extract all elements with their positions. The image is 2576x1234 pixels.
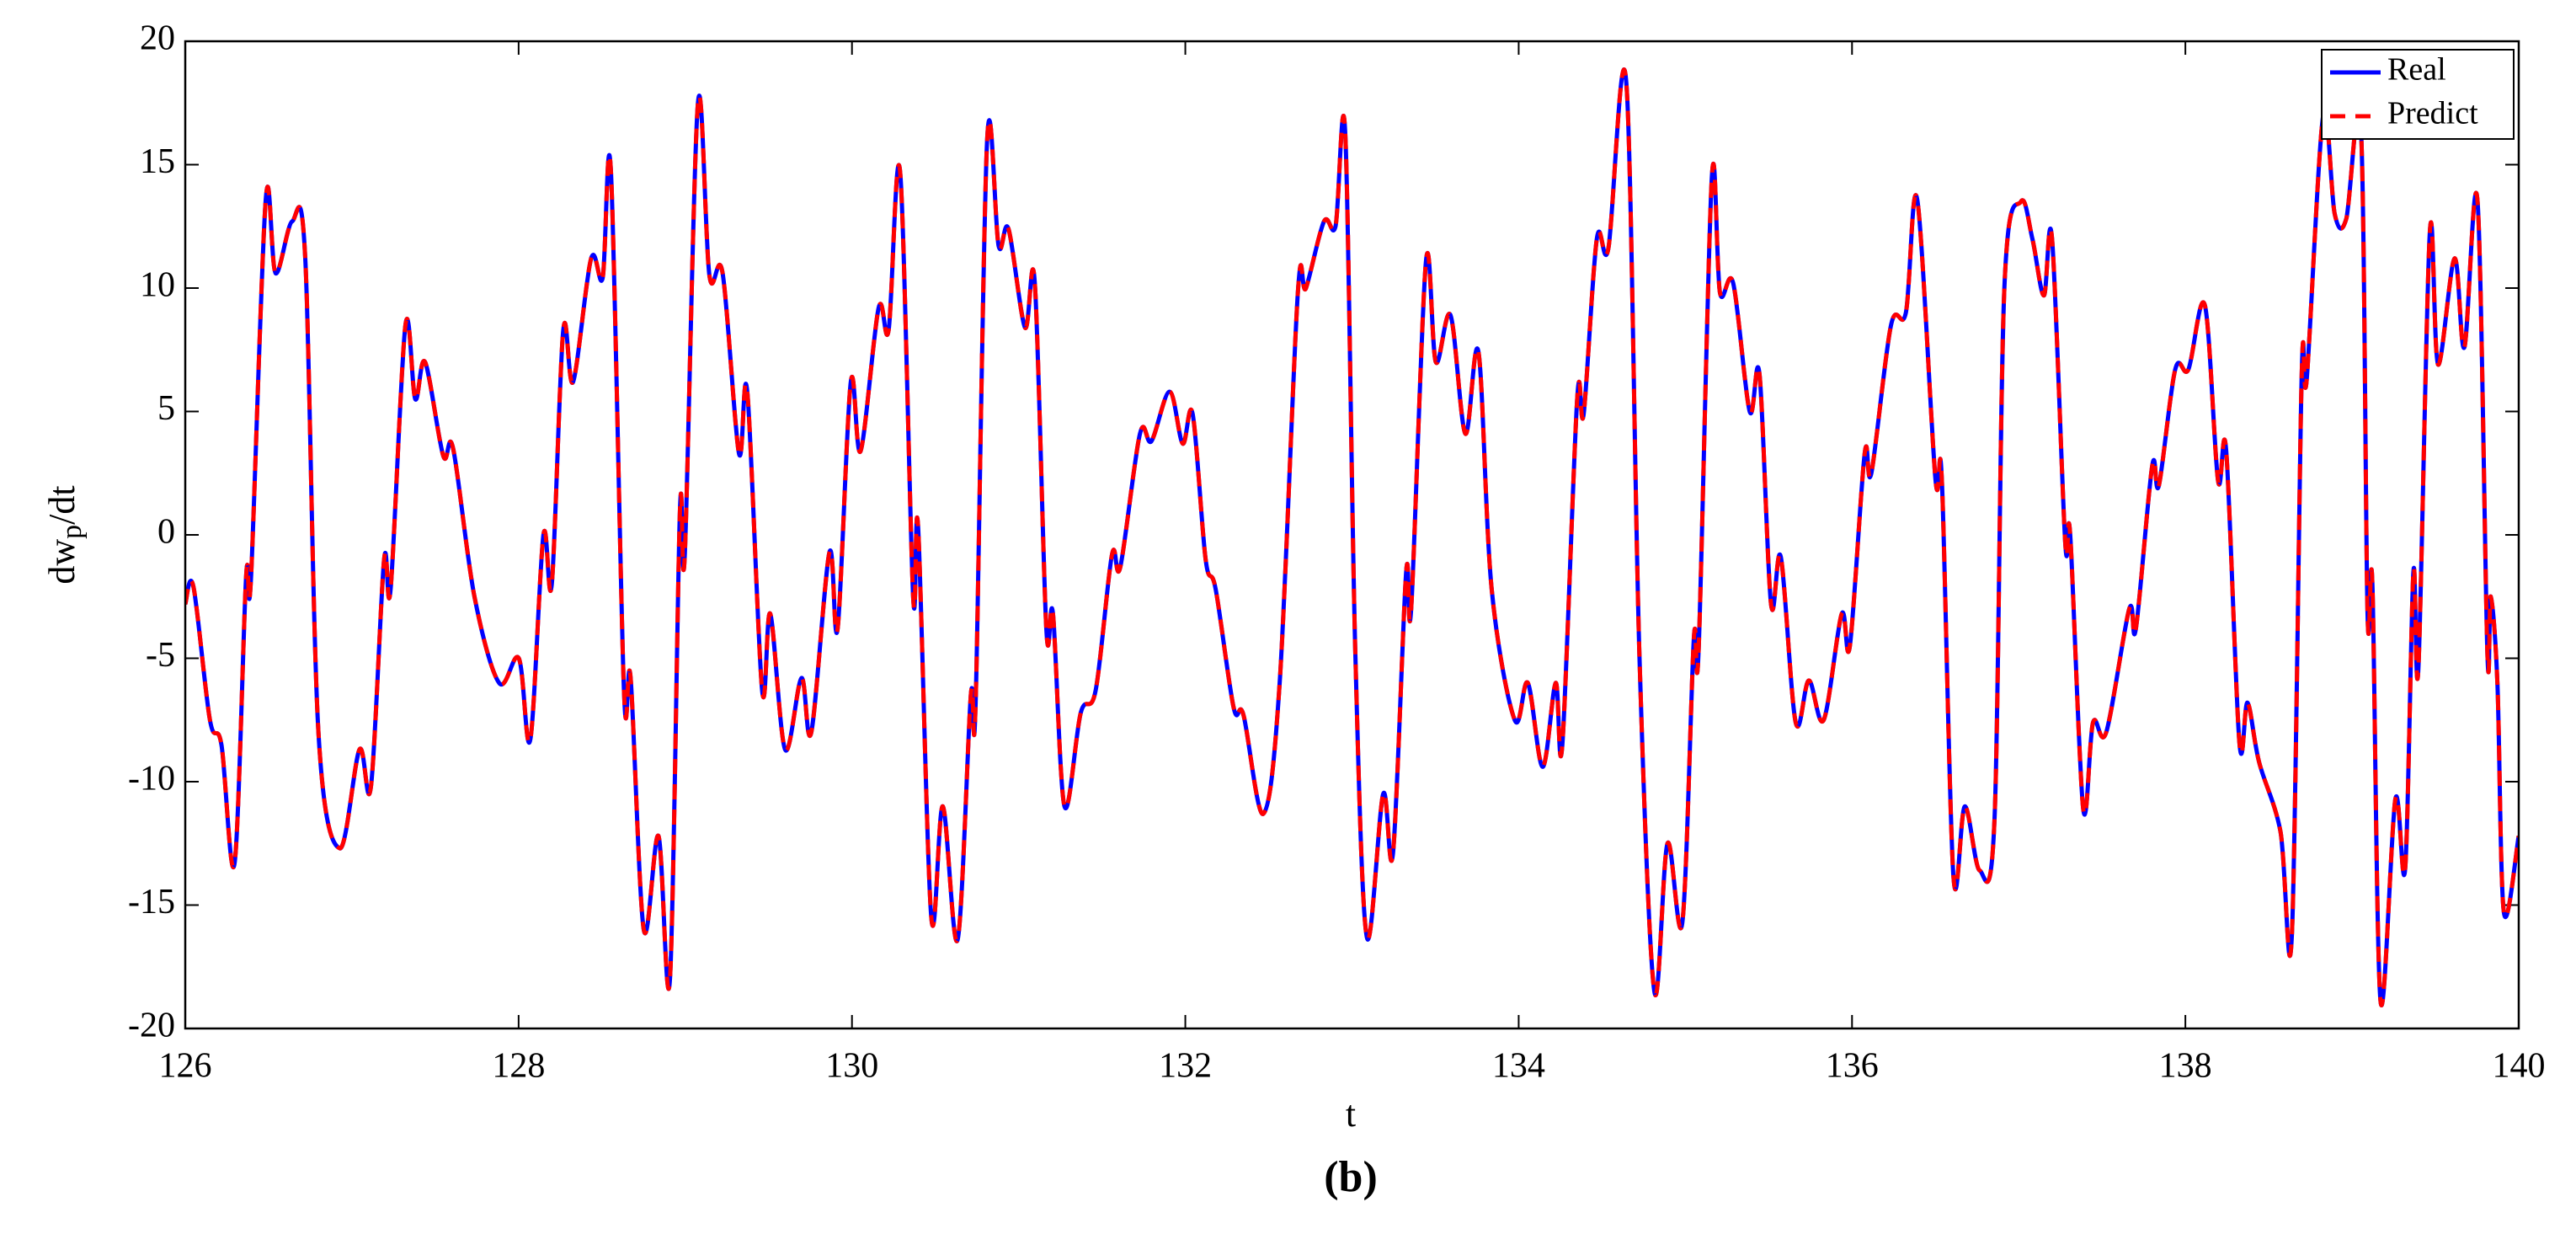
y-tick-label: -20 bbox=[128, 1007, 175, 1045]
x-tick-label: 132 bbox=[1159, 1047, 1212, 1086]
x-tick-label: 126 bbox=[159, 1047, 212, 1086]
caption: (b) bbox=[1324, 1153, 1378, 1201]
x-tick-label: 136 bbox=[1826, 1047, 1879, 1086]
legend-label: Real bbox=[2387, 52, 2446, 88]
x-tick-label: 140 bbox=[2493, 1047, 2546, 1086]
y-tick-label: 15 bbox=[140, 142, 175, 181]
y-label-part: /dt bbox=[41, 485, 83, 524]
y-tick-label: 10 bbox=[140, 266, 175, 305]
x-tick-label: 138 bbox=[2159, 1047, 2212, 1086]
x-axis-label: t bbox=[1346, 1093, 1356, 1135]
y-tick-label: 5 bbox=[157, 389, 175, 428]
x-tick-label: 130 bbox=[825, 1047, 878, 1086]
series-line bbox=[185, 67, 2519, 1007]
x-tick-label: 128 bbox=[492, 1047, 545, 1086]
plot-frame bbox=[184, 40, 2520, 1030]
y-tick-label: -10 bbox=[128, 760, 175, 799]
x-tick-label: 134 bbox=[1492, 1047, 1545, 1086]
legend-box bbox=[2321, 49, 2515, 140]
y-tick-label: -15 bbox=[128, 883, 175, 921]
y-tick-label: 0 bbox=[157, 513, 175, 552]
y-label-subscript: p bbox=[56, 525, 88, 539]
y-axis-label: dwp/dt bbox=[41, 485, 88, 584]
y-label-part: dw bbox=[41, 539, 83, 585]
legend-label: Predict bbox=[2387, 96, 2478, 131]
y-tick-label: -5 bbox=[146, 636, 175, 675]
y-tick-label: 20 bbox=[140, 19, 175, 58]
